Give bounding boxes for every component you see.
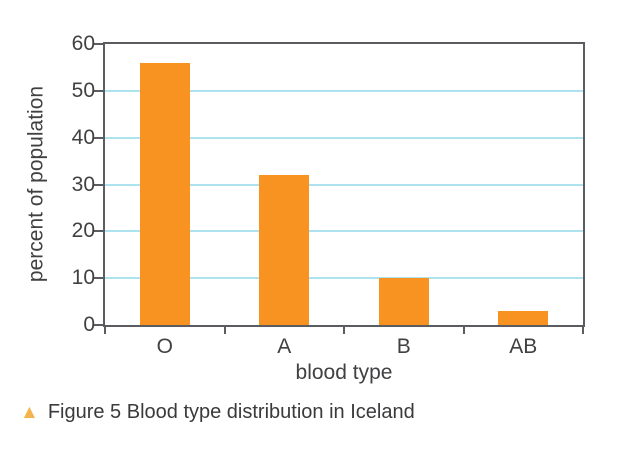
y-tick-20 [94,230,103,233]
y-tick-40 [94,136,103,139]
x-tick-4 [582,327,584,334]
x-tick-label-B: B [396,335,411,358]
x-tick-0 [104,327,106,334]
gridline-20 [105,230,583,233]
gridline-10 [105,277,583,280]
x-tick-label-AB: AB [509,335,538,358]
x-tick-3 [462,327,465,334]
x-tick-2 [343,327,345,334]
triangle-icon: ▲ [20,401,39,423]
y-tick-label-30: 30 [71,172,95,196]
caption-text: Figure 5 Blood type distribution in Icel… [47,401,415,423]
y-tick-10 [94,277,103,280]
y-tick-30 [94,183,103,186]
y-tick-label-60: 60 [71,32,95,55]
y-tick-label-40: 40 [71,125,95,149]
plot-area [103,42,585,327]
bar-AB [498,311,549,325]
y-tick-60 [94,43,103,45]
y-tick-50 [94,89,103,92]
gridline-40 [105,136,583,139]
gridline-30 [105,183,583,186]
x-tick-label-A: A [277,335,292,358]
y-axis-title: percent of population [24,85,48,283]
y-tick-label-50: 50 [71,78,95,102]
x-axis-title: blood type [295,361,393,384]
bar-A [259,175,310,325]
y-tick-label-10: 10 [71,266,95,290]
x-tick-1 [223,327,226,334]
x-tick-label-O: O [156,335,173,358]
bar-O [139,63,190,325]
y-tick-label-20: 20 [71,219,95,243]
figure-caption: ▲ Figure 5 Blood type distribution in Ic… [20,399,415,425]
y-tick-label-0: 0 [83,313,95,336]
bar-B [378,278,429,325]
gridline-50 [105,89,583,92]
y-tick-0 [94,324,103,326]
